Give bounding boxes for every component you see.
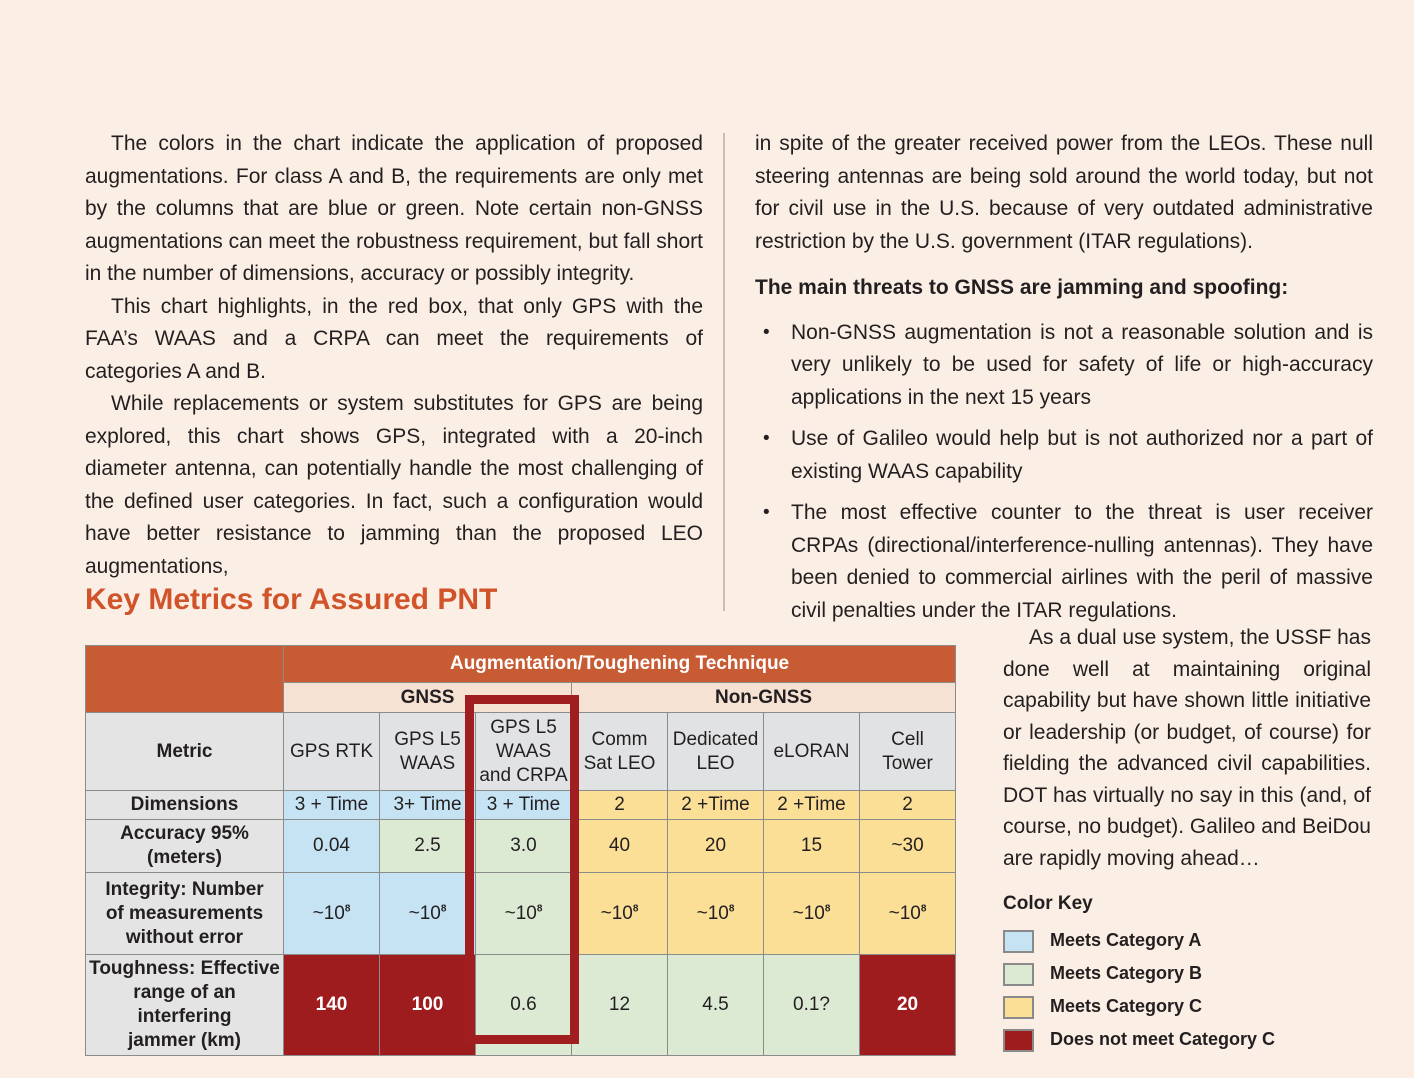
table-row: Accuracy 95% (meters) 0.04 2.5 3.0 40 20 15 ~30 xyxy=(85,819,957,873)
legend-label: Meets Category A xyxy=(1050,930,1202,951)
table-cell: ~108 xyxy=(283,872,380,955)
table-cell: ~108 xyxy=(475,872,572,955)
section-heading: Key Metrics for Assured PNT xyxy=(85,583,498,616)
row-label: Dimensions xyxy=(85,790,284,820)
table-cell: 3+ Time xyxy=(379,790,476,820)
table-cell: 2 +Time xyxy=(763,790,860,820)
table-row: Dimensions 3 + Time 3+ Time 3 + Time 2 2 +Tim… xyxy=(85,790,957,820)
table-cell: ~108 xyxy=(858,872,957,955)
legend-label: Meets Category B xyxy=(1050,963,1203,984)
color-key-title: Color Key xyxy=(1003,893,1093,914)
table-cell: ~30 xyxy=(858,819,957,873)
paragraph-replacements: While replacements or system substitutes… xyxy=(85,392,703,578)
bullet-icon: • xyxy=(763,502,770,523)
paragraph-colors: The colors in the chart indicate the app… xyxy=(85,132,703,285)
column-divider xyxy=(723,133,725,611)
bullet-text: Use of Galileo would help but is not aut… xyxy=(791,427,1373,483)
table-cell: 15 xyxy=(763,819,860,873)
table-cell: ~108 xyxy=(763,872,860,955)
threat-bullet-3: • The most effective counter to the thre… xyxy=(763,497,1373,627)
column-header-5: Dedicated LEO xyxy=(667,712,764,791)
table-cell: 3 + Time xyxy=(475,790,572,820)
group-header-non-gnss: Non-GNSS xyxy=(570,682,957,713)
bullet-text: The most effective counter to the threat… xyxy=(791,501,1373,622)
legend-swatch xyxy=(1003,1028,1034,1052)
table-top-header: Augmentation/Toughening Technique xyxy=(282,645,957,683)
column-header-7: Cell Tower xyxy=(858,712,957,791)
paragraph-red-box: This chart highlights, in the red box, t… xyxy=(85,294,703,383)
table-cell: 0.1? xyxy=(763,954,860,1056)
sidebar-paragraph: As a dual use system, the USSF has done … xyxy=(1003,626,1371,870)
table-corner-cell xyxy=(85,645,284,713)
legend-swatch xyxy=(1003,962,1034,986)
row-label: Toughness: Effective range of an interfe… xyxy=(85,954,284,1056)
bullet-icon: • xyxy=(763,428,770,449)
legend-item: Does not meet Category C xyxy=(1003,1027,1371,1054)
legend-item: Meets Category B xyxy=(1003,961,1371,988)
column-header-row: Metric GPS RTK GPS L5 WAAS GPS L5 WAAS and… xyxy=(85,712,957,791)
paragraph-leos: in spite of the greater received power f… xyxy=(755,132,1373,253)
column-header-1: GPS RTK xyxy=(283,712,380,791)
table-body: Dimensions 3 + Time 3+ Time 3 + Time 2 2 +Tim… xyxy=(85,790,957,1056)
table-cell: 100 xyxy=(379,954,476,1056)
left-text-column: The colors in the chart indicate the app… xyxy=(85,128,703,583)
threat-bullet-1: • Non-GNSS augmentation is not a reasona… xyxy=(763,317,1373,415)
table-cell: 3.0 xyxy=(475,819,572,873)
row-label: Integrity: Number of measurements withou… xyxy=(85,872,284,955)
column-header-2: GPS L5 WAAS xyxy=(379,712,476,791)
table-top-header-row: Augmentation/Toughening Technique xyxy=(85,645,957,713)
table-group-header-row: GNSS Non-GNSS xyxy=(86,682,957,713)
legend-swatch xyxy=(1003,995,1034,1019)
threats-heading: The main threats to GNSS are jamming and… xyxy=(755,276,1289,299)
table-cell: ~108 xyxy=(571,872,668,955)
row-label: Accuracy 95% (meters) xyxy=(85,819,284,873)
bullet-text: Non-GNSS augmentation is not a reasonabl… xyxy=(791,320,1373,409)
table-cell: 0.6 xyxy=(475,954,572,1056)
legend-item: Meets Category A xyxy=(1003,928,1371,955)
color-key-legend: Meets Category A Meets Category B Meets Ca… xyxy=(1003,928,1371,1054)
table-cell: 40 xyxy=(571,819,668,873)
table-cell: ~108 xyxy=(379,872,476,955)
table-cell: 2 +Time xyxy=(667,790,764,820)
table-cell: 140 xyxy=(283,954,380,1056)
table-row: Toughness: Effective range of an interfe… xyxy=(85,954,957,1056)
table-cell: 2 xyxy=(858,790,957,820)
right-text-column: in spite of the greater received power f… xyxy=(755,128,1373,636)
metric-header-cell: Metric xyxy=(85,712,284,791)
table-cell: 20 xyxy=(667,819,764,873)
table-cell: 3 + Time xyxy=(283,790,380,820)
bullet-icon: • xyxy=(763,321,770,343)
table-cell: 20 xyxy=(858,954,957,1056)
table-cell: 0.04 xyxy=(283,819,380,873)
legend-swatch xyxy=(1003,929,1034,953)
table-cell: 2.5 xyxy=(379,819,476,873)
metrics-table: Augmentation/Toughening Technique GNSS N… xyxy=(85,645,957,1056)
table-cell: 4.5 xyxy=(667,954,764,1056)
legend-label: Does not meet Category C xyxy=(1050,1029,1276,1050)
column-header-3: GPS L5 WAAS and CRPA xyxy=(475,712,572,791)
legend-item: Meets Category C xyxy=(1003,994,1371,1021)
legend-label: Meets Category C xyxy=(1050,996,1203,1017)
table-cell: ~108 xyxy=(667,872,764,955)
table-cell: 12 xyxy=(571,954,668,1056)
column-header-6: eLORAN xyxy=(763,712,860,791)
table-row: Integrity: Number of measurements withou… xyxy=(85,872,957,955)
table-cell: 2 xyxy=(571,790,668,820)
column-header-4: Comm Sat LEO xyxy=(571,712,668,791)
group-header-gnss: GNSS xyxy=(283,682,572,713)
threat-bullet-2: • Use of Galileo would help but is not a… xyxy=(763,423,1373,488)
sidebar: As a dual use system, the USSF has done … xyxy=(1003,622,1371,1060)
